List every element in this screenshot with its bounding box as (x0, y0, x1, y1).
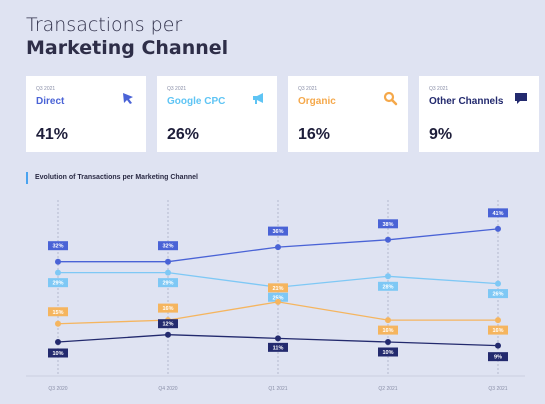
data-label-box (158, 278, 178, 288)
page-title-line2: Marketing Channel (26, 37, 229, 59)
data-label: 21% (272, 286, 283, 292)
data-label-box (268, 342, 288, 352)
data-label: 16% (382, 328, 393, 334)
x-tick-label: Q4 2020 (158, 386, 177, 392)
kpi-value: 16% (298, 126, 331, 143)
magnifier-icon (383, 91, 398, 106)
data-label: 29% (162, 281, 173, 287)
kpi-name: Google CPC (167, 96, 226, 107)
line-chart: Q3 2020 Q4 2020 Q1 2021 Q2 2021 Q3 2021 32% 32… (26, 200, 525, 392)
data-label-box (378, 281, 398, 291)
data-label-box (268, 292, 288, 302)
data-label: 9% (494, 355, 502, 361)
data-point (55, 258, 61, 265)
kpi-period: Q3 2021 (429, 86, 449, 92)
data-label: 32% (52, 244, 63, 250)
data-label-box (48, 307, 68, 317)
kpi-value: 41% (36, 126, 69, 143)
data-label-box (488, 352, 508, 362)
data-point (275, 244, 281, 251)
data-label: 26% (492, 292, 503, 298)
data-label-box (158, 241, 178, 251)
data-label: 36% (272, 229, 283, 235)
megaphone-icon (253, 93, 263, 104)
data-point (165, 269, 171, 276)
data-label: 38% (382, 222, 393, 228)
kpi-name: Organic (298, 96, 336, 107)
kpi-value: 26% (167, 126, 200, 143)
data-label: 41% (492, 211, 503, 217)
data-label: 10% (382, 350, 393, 356)
data-point (495, 280, 501, 287)
data-point (495, 225, 501, 232)
data-point (165, 258, 171, 265)
data-point (55, 320, 61, 327)
data-label-box (48, 241, 68, 251)
kpi-name: Direct (36, 96, 65, 107)
page-title-line1: Transactions per (26, 14, 183, 36)
data-label: 25% (272, 295, 283, 301)
kpi-period: Q3 2021 (298, 86, 318, 92)
data-label-box (158, 319, 178, 329)
kpi-value: 9% (429, 126, 453, 143)
data-point (275, 298, 281, 305)
data-label-box (48, 348, 68, 358)
data-label-box (48, 278, 68, 288)
kpi-period: Q3 2021 (167, 86, 187, 92)
chat-bubble-icon (515, 93, 527, 104)
data-label: 10% (52, 351, 63, 357)
data-label: 11% (273, 345, 284, 351)
data-label: 16% (492, 328, 503, 334)
kpi-card-direct[interactable]: Q3 2021 Direct 41% (26, 76, 146, 152)
data-label-box (488, 208, 508, 218)
x-tick-label: Q2 2021 (378, 386, 397, 392)
data-label-box (488, 325, 508, 335)
data-label: 15% (52, 310, 63, 316)
data-label: 28% (382, 284, 393, 290)
kpi-period: Q3 2021 (36, 86, 56, 92)
data-label: 32% (162, 244, 173, 250)
data-point (385, 339, 391, 345)
data-label-box (158, 303, 178, 313)
data-label-box (268, 226, 288, 236)
kpi-card-google-cpc[interactable]: Q3 2021 Google CPC 26% (157, 76, 277, 152)
kpi-card-organic[interactable]: Q3 2021 Organic 16% (288, 76, 408, 152)
data-point (165, 331, 171, 338)
kpi-name: Other Channels (429, 96, 504, 107)
data-point (495, 342, 501, 349)
data-label-box (488, 289, 508, 299)
kpi-card-other-channels[interactable]: Q3 2021 Other Channels 9% (419, 76, 539, 152)
cursor-arrow-icon (123, 93, 133, 104)
data-point (385, 273, 391, 280)
x-tick-label: Q3 2021 (488, 386, 507, 392)
x-tick-label: Q1 2021 (268, 386, 287, 392)
data-label: 29% (52, 281, 63, 287)
data-label-box (378, 347, 398, 357)
data-point (55, 269, 61, 276)
data-point (385, 317, 391, 324)
data-label-box (378, 219, 398, 229)
x-tick-label: Q3 2020 (48, 386, 67, 392)
data-label: 12% (162, 322, 173, 328)
data-label-box (378, 325, 398, 335)
data-point (275, 335, 281, 342)
data-label-box (268, 283, 288, 293)
data-point (385, 236, 391, 243)
data-point (55, 339, 61, 345)
page-title: Transactions per Marketing Channel (26, 14, 228, 60)
data-label: 16% (162, 306, 173, 312)
section-title: Evolution of Transactions per Marketing … (26, 172, 198, 184)
data-point (495, 317, 501, 324)
